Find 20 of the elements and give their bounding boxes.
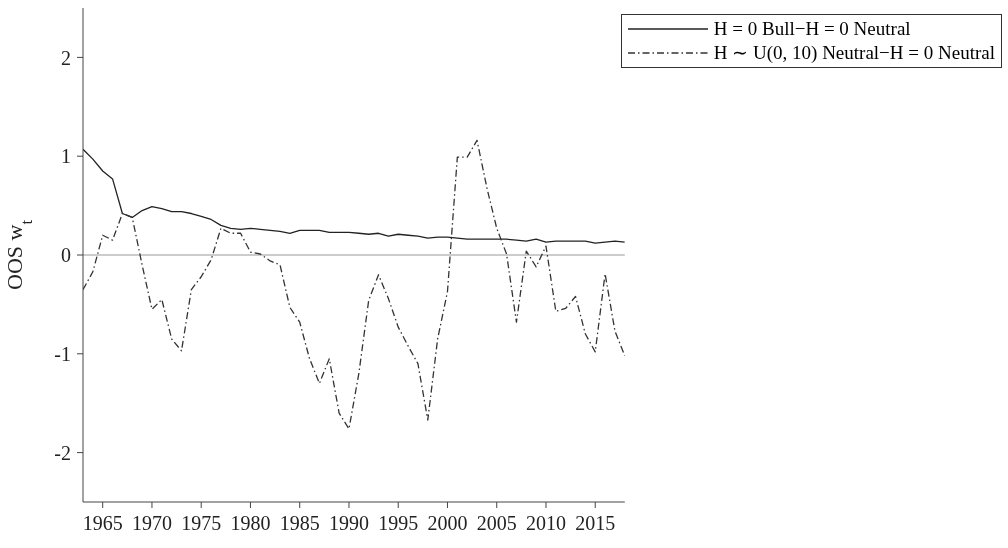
y-tick-label: 1 bbox=[61, 145, 71, 168]
x-tick-label: 1995 bbox=[378, 512, 419, 535]
x-tick-label: 1965 bbox=[82, 512, 123, 535]
x-tick-label: 2015 bbox=[575, 512, 616, 535]
legend-label: H ∼ U(0, 10) Neutral−H = 0 Neutral bbox=[713, 41, 995, 65]
y-tick-label: -2 bbox=[54, 441, 71, 464]
x-tick-label: 1970 bbox=[131, 512, 172, 535]
line-series bbox=[83, 148, 625, 244]
x-tick-label: 2000 bbox=[427, 512, 468, 535]
x-tick-label: 1975 bbox=[181, 512, 222, 535]
y-tick-label: 0 bbox=[61, 244, 71, 267]
y-tick-label: 2 bbox=[61, 46, 71, 69]
x-tick-label: 1985 bbox=[279, 512, 320, 535]
x-tick-label: 2010 bbox=[525, 512, 566, 535]
x-tick-label: 1980 bbox=[230, 512, 271, 535]
x-tick-label: 1990 bbox=[328, 512, 369, 535]
line-series bbox=[83, 139, 625, 430]
x-tick-label: 2005 bbox=[476, 512, 517, 535]
legend-label: H = 0 Bull−H = 0 Neutral bbox=[713, 17, 911, 41]
y-tick-label: -1 bbox=[54, 342, 71, 365]
